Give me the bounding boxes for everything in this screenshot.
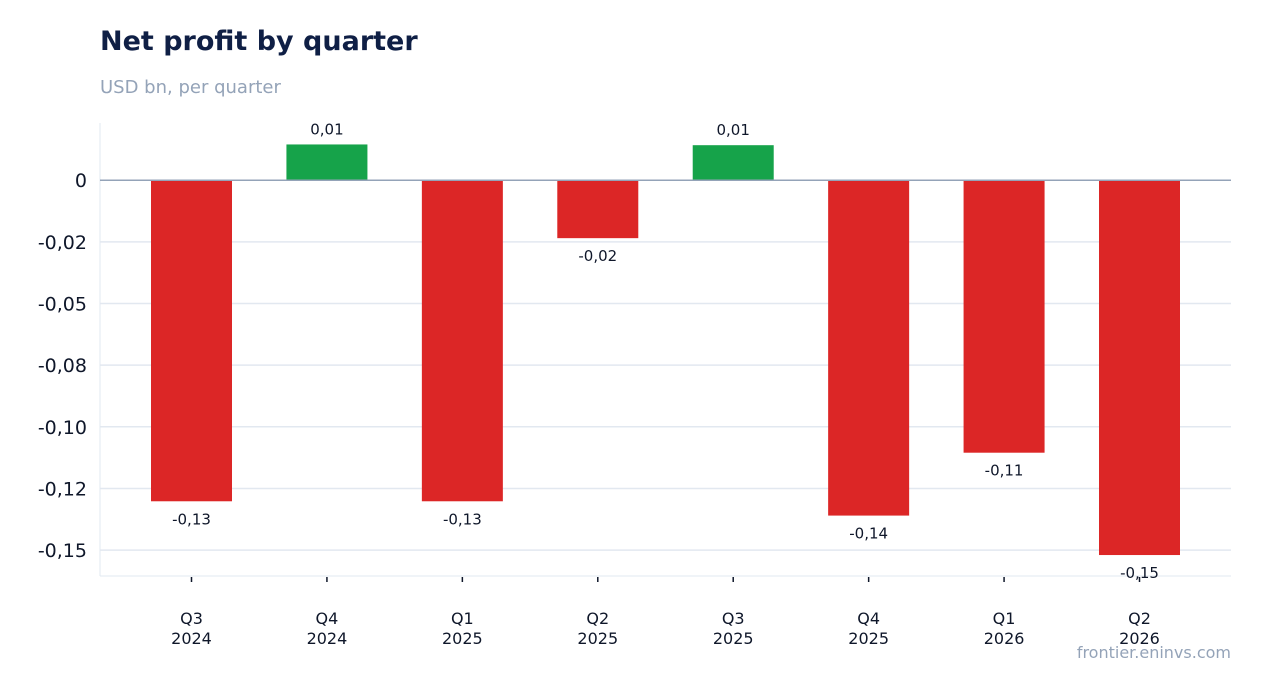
y-tick-label: -0,08 — [38, 355, 87, 377]
x-tick-label: Q4 2024 — [307, 609, 348, 648]
bar — [1099, 180, 1180, 556]
data-label: -0,13 — [172, 510, 211, 528]
bars — [151, 144, 1180, 556]
bar — [828, 180, 910, 516]
y-tick-label: -0,15 — [38, 540, 87, 562]
bar — [286, 144, 368, 181]
grid-lines — [100, 241, 1231, 551]
y-tick-label: -0,12 — [38, 478, 87, 500]
data-labels: -0,13 0,01 -0,13 -0,02 0,01 -0,14 -0,11 -0,15 — [172, 120, 1159, 582]
y-tick-labels: 0 -0,02 -0,05 -0,08 -0,10 -0,12 -0,15 — [38, 170, 87, 562]
x-tick-label: Q1 2025 — [442, 609, 483, 648]
data-label: 0,01 — [717, 121, 750, 139]
x-tick-label: Q3 2024 — [171, 609, 212, 648]
y-tick-label: -0,02 — [38, 232, 87, 254]
x-tick-label: Q1 2026 — [984, 609, 1025, 648]
y-tick-label: -0,05 — [38, 294, 87, 316]
x-tick-label: Q4 2025 — [848, 609, 889, 648]
data-label: 0,01 — [310, 120, 343, 138]
x-tick-label: Q2 2026 — [1119, 609, 1160, 648]
data-label: -0,14 — [849, 525, 888, 543]
source-credit: frontier.eninvs.com — [1076, 643, 1231, 662]
x-tick-labels: Q3 2024 Q4 2024 Q1 2025 Q2 2025 Q3 2025 Q4 2025 Q1 20… — [171, 577, 1160, 648]
bar — [421, 180, 503, 502]
bar — [963, 180, 1045, 453]
x-tick-label: Q2 2025 — [577, 609, 618, 648]
y-tick-label: -0,10 — [38, 417, 87, 439]
bar — [151, 180, 232, 502]
y-tick-label: 0 — [75, 170, 87, 192]
bar — [692, 145, 774, 181]
data-label: -0,15 — [1120, 564, 1159, 582]
data-label: -0,11 — [985, 462, 1024, 480]
data-label: -0,02 — [578, 247, 617, 265]
chart-subtitle: USD bn, per quarter — [100, 77, 281, 98]
data-label: -0,13 — [443, 510, 482, 528]
chart-title: Net profit by quarter — [100, 26, 418, 57]
x-tick-label: Q3 2025 — [713, 609, 754, 648]
bar — [557, 180, 639, 239]
